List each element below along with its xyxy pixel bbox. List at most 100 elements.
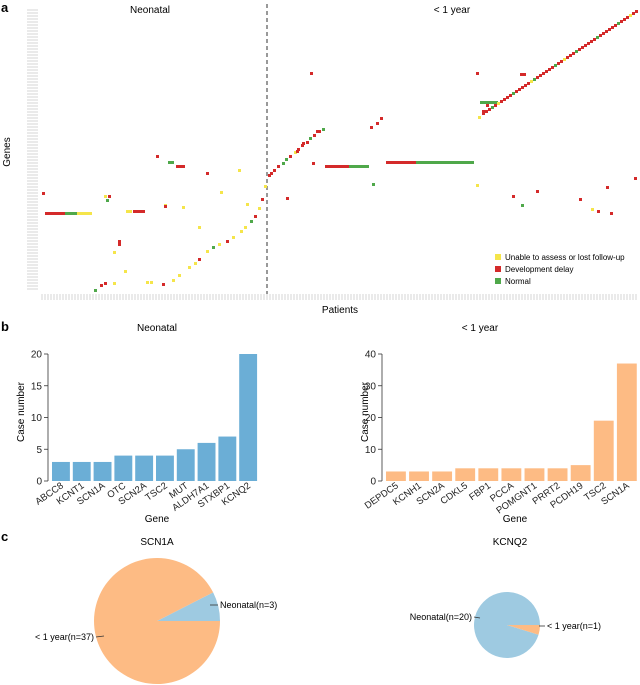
pie-scn1a-title: SCN1A: [140, 537, 174, 548]
heatmap-cell: [539, 74, 542, 77]
heatmap-cell: [593, 38, 596, 41]
heatmap-cell: [306, 141, 309, 144]
bar-infant-bar: [524, 468, 545, 481]
heatmap-cell: [494, 104, 497, 107]
heatmap-cell: [482, 110, 485, 113]
heatmap-cell: [614, 24, 617, 27]
bar-neonatal-bar: [114, 455, 133, 481]
heatmap-cell: [527, 82, 530, 85]
pie-scn1a-leader-infant: [95, 635, 105, 638]
bar-infant-bar: [570, 465, 591, 481]
pie-chart-kcnq2: KCNQ2 Neonatal(n=20) < 1 year(n=1): [410, 537, 601, 658]
heatmap-cell: [286, 197, 289, 200]
bar-neonatal-y-label: Case number: [16, 381, 27, 442]
heatmap-cell: [492, 101, 498, 104]
heatmap-cell: [566, 56, 569, 59]
bar-neonatal-plot: 05101520ABCC8KCNT1SCN1AOTCSCN2ATSC2MUTAL…: [31, 350, 258, 514]
heatmap-cell: [521, 204, 524, 207]
heatmap-cell: [485, 110, 488, 113]
heatmap-cell: [575, 50, 578, 53]
heatmap-cell: [617, 22, 620, 25]
heatmap-cell: [497, 102, 500, 105]
heatmap-cell: [476, 184, 479, 187]
heatmap-cell: [268, 174, 271, 177]
heatmap-cell: [277, 165, 280, 168]
heatmap-cell: [587, 42, 590, 45]
heatmap-cell: [270, 172, 273, 175]
heatmap-cell: [610, 212, 613, 215]
heatmap-cell: [548, 68, 551, 71]
heatmap-cell: [533, 78, 536, 81]
bar-neonatal-bar: [135, 455, 154, 481]
bar-neonatal-y-tick-label: 0: [36, 477, 42, 488]
pie-scn1a-label-infant: < 1 year(n=37): [35, 632, 94, 642]
heatmap-cell: [258, 207, 261, 210]
heatmap-cell: [370, 126, 373, 129]
bar-infant-y-tick-label: 30: [365, 381, 377, 392]
heatmap-cell: [551, 66, 554, 69]
bar-infant-bar: [386, 471, 406, 481]
bar-infant-y-tick-label: 40: [365, 350, 377, 361]
bar-chart-neonatal: Neonatal Case number Gene 05101520ABCC8K…: [16, 323, 258, 525]
bar-neonatal-bar: [218, 436, 237, 481]
heatmap-cell: [302, 142, 305, 145]
bar-infant-y-label: Case number: [360, 381, 371, 442]
heatmap-cell: [212, 246, 215, 249]
heatmap-cell: [316, 130, 319, 133]
heatmap-cell: [226, 240, 229, 243]
heatmap-cells: [42, 10, 638, 292]
legend-swatch-delay: [495, 266, 501, 272]
heatmap-cell: [178, 274, 181, 277]
heatmap-title-neonatal: Neonatal: [130, 5, 170, 16]
heatmap-cell: [380, 117, 383, 120]
bar-neonatal-bar: [239, 354, 258, 481]
heatmap-cell: [597, 210, 600, 213]
heatmap-cell: [313, 134, 316, 137]
heatmap-cell: [515, 90, 518, 93]
heatmap-cell: [206, 250, 209, 253]
pie-scn1a-slice: [157, 592, 220, 621]
heatmap-cell: [524, 84, 527, 87]
heatmap-cell: [113, 282, 116, 285]
bar-infant-bar: [501, 468, 522, 481]
heatmap-cell: [198, 226, 201, 229]
heatmap-cell: [182, 206, 185, 209]
heatmap-cell: [198, 258, 201, 261]
heatmap-cell: [220, 191, 223, 194]
heatmap-cell: [282, 162, 285, 165]
heatmap-panel: Neonatal < 1 year Genes Patients Unable …: [2, 4, 638, 316]
heatmap-cell: [100, 284, 103, 287]
heatmap-cell: [602, 32, 605, 35]
heatmap-cell: [146, 281, 149, 284]
heatmap-cell: [322, 128, 325, 131]
heatmap-cell: [632, 12, 635, 15]
heatmap-cell: [309, 137, 312, 140]
heatmap-cell: [77, 212, 92, 215]
legend-swatch-normal: [495, 278, 501, 284]
heatmap-cell: [246, 203, 249, 206]
heatmap-cell: [416, 161, 474, 164]
heatmap-cell: [376, 122, 379, 125]
heatmap-cell: [372, 183, 375, 186]
heatmap-cell: [188, 266, 191, 269]
heatmap-x-label: Patients: [322, 305, 358, 316]
heatmap-cell: [581, 46, 584, 49]
legend-swatch-unable: [495, 254, 501, 260]
bar-chart-infant: < 1 year Case number Gene 010203040DEPDC…: [360, 323, 637, 525]
heatmap-patient-ticks: [41, 294, 637, 300]
heatmap-legend: Unable to assess or lost follow-up Devel…: [495, 253, 625, 286]
bar-infant-bar: [616, 363, 637, 481]
heatmap-cell: [104, 195, 107, 198]
heatmap-cell: [596, 36, 599, 39]
heatmap-cell: [599, 34, 602, 37]
heatmap-cell: [626, 16, 629, 19]
pie-kcnq2-title: KCNQ2: [493, 537, 528, 548]
heatmap-cell: [605, 30, 608, 33]
bar-infant-x-label: Gene: [503, 514, 528, 525]
heatmap-cell: [218, 243, 221, 246]
bar-neonatal-y-tick-label: 20: [31, 350, 43, 361]
pie-scn1a-plot: [94, 558, 220, 685]
heatmap-cell: [325, 165, 349, 168]
heatmap-cell: [108, 195, 111, 198]
bar-infant-category-label: FBP1: [467, 480, 493, 503]
